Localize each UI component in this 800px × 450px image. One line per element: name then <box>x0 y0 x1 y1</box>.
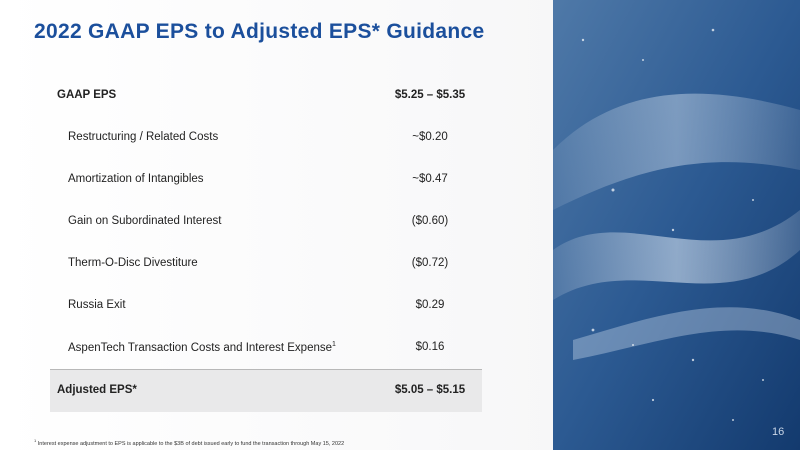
table-row: Restructuring / Related Costs ~$0.20 <box>50 117 482 159</box>
slide-title: 2022 GAAP EPS to Adjusted EPS* Guidance <box>34 20 485 43</box>
row-label-text: Adjusted EPS* <box>57 384 137 396</box>
row-value: $0.16 <box>415 341 445 353</box>
background-image <box>553 0 800 450</box>
row-label-text: GAAP EPS <box>57 89 117 101</box>
row-label-text: Gain on Subordinated Interest <box>68 215 222 227</box>
row-label: Gain on Subordinated Interest <box>68 215 221 227</box>
row-value: ($0.60) <box>411 215 449 227</box>
row-label-text: Restructuring / Related Costs <box>68 131 219 143</box>
row-label: Amortization of Intangibles <box>68 173 204 185</box>
row-label-text: AspenTech Transaction Costs and Interest… <box>68 341 333 354</box>
row-value: $5.25 – $5.35 <box>394 89 466 101</box>
row-label-text: Amortization of Intangibles <box>68 173 204 185</box>
footnote-text: Interest expense adjustment to EPS is ap… <box>37 440 345 447</box>
row-label: Adjusted EPS* <box>57 384 137 396</box>
note-marker: 1 <box>332 341 336 348</box>
table-row: Adjusted EPS* $5.05 – $5.15 <box>50 369 482 412</box>
row-value: $0.29 <box>415 299 445 311</box>
row-value: $5.05 – $5.15 <box>394 384 466 396</box>
footnote: 1 Interest expense adjustment to EPS is … <box>34 438 344 447</box>
row-label: Russia Exit <box>68 299 126 311</box>
row-value: ~$0.20 <box>412 131 448 143</box>
table-row: GAAP EPS $5.25 – $5.35 <box>50 75 482 117</box>
row-label: Restructuring / Related Costs <box>68 131 218 143</box>
row-label-text: Russia Exit <box>68 299 126 311</box>
table-row: Gain on Subordinated Interest ($0.60) <box>50 201 482 243</box>
table-row: AspenTech Transaction Costs and Interest… <box>50 327 482 369</box>
row-label: GAAP EPS <box>57 89 116 101</box>
row-label: Therm-O-Disc Divestiture <box>68 257 198 269</box>
page-number: 16 <box>772 426 785 438</box>
table-row: Amortization of Intangibles ~$0.47 <box>50 159 482 201</box>
row-value: ~$0.47 <box>412 173 448 185</box>
table-row: Russia Exit $0.29 <box>50 285 482 327</box>
row-label-text: Therm-O-Disc Divestiture <box>68 257 198 269</box>
table-row: Therm-O-Disc Divestiture ($0.72) <box>50 243 482 285</box>
footnote-marker: 1 <box>34 438 37 443</box>
row-label: AspenTech Transaction Costs and Interest… <box>68 341 336 354</box>
row-value: ($0.72) <box>411 257 449 269</box>
